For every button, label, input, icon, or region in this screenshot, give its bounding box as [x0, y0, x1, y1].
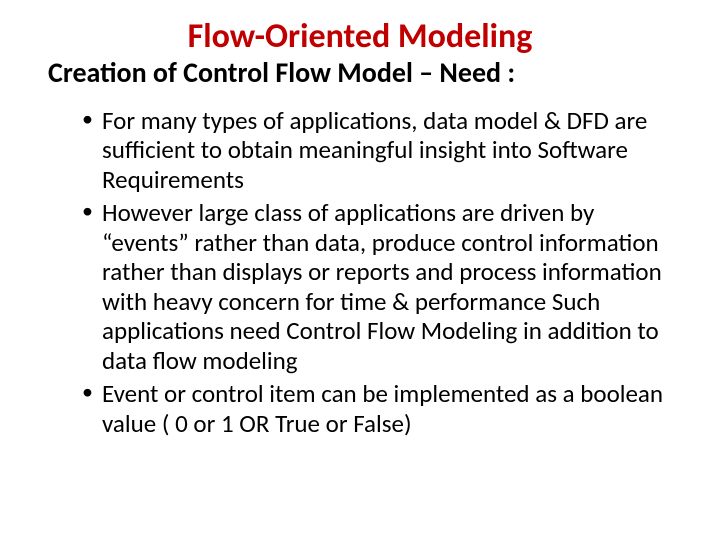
- slide-container: Flow-Oriented Modeling Creation of Contr…: [0, 0, 720, 540]
- bullet-list: For many types of applications, data mod…: [48, 106, 672, 439]
- list-item: Event or control item can be implemented…: [82, 379, 672, 438]
- list-item: For many types of applications, data mod…: [82, 106, 672, 195]
- slide-title: Flow-Oriented Modeling: [48, 18, 672, 55]
- list-item: However large class of applications are …: [82, 198, 672, 375]
- slide-subtitle: Creation of Control Flow Model – Need :: [48, 57, 672, 89]
